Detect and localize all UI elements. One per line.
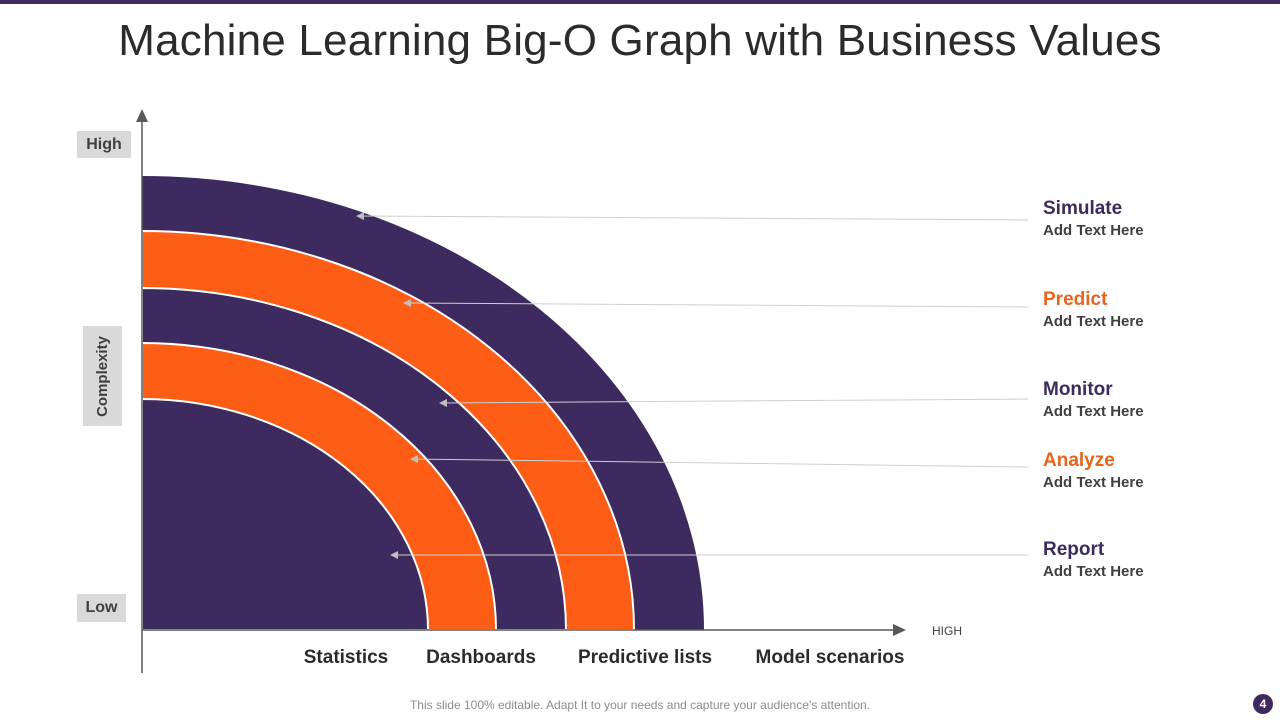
x-category-predictive-lists: Predictive lists	[577, 647, 713, 668]
leader-line-simulate	[356, 212, 1029, 221]
label-report: Report Add Text Here	[1043, 539, 1144, 580]
label-title: Analyze	[1043, 450, 1115, 471]
label-predict: Predict Add Text Here	[1043, 289, 1144, 330]
top-accent-bar	[0, 0, 1280, 4]
label-subtitle: Add Text Here	[1043, 563, 1144, 580]
x-category-dashboards: Dashboards	[426, 647, 536, 668]
x-category-statistics: Statistics	[303, 647, 389, 668]
leader-line-monitor	[439, 398, 1029, 407]
y-axis-low-label: Low	[77, 594, 126, 622]
label-monitor: Monitor Add Text Here	[1043, 379, 1144, 420]
label-title: Monitor	[1043, 379, 1113, 400]
page-number-badge: 4	[1253, 694, 1273, 714]
x-axis-high-label: HIGH	[932, 624, 962, 638]
label-subtitle: Add Text Here	[1043, 313, 1144, 330]
label-simulate: Simulate Add Text Here	[1043, 198, 1144, 239]
y-axis-title-box: Complexity	[83, 326, 122, 426]
x-axis-arrow-icon	[893, 624, 906, 636]
x-category-model-scenarios: Model scenarios	[755, 647, 905, 668]
leader-line-predict	[403, 299, 1029, 308]
label-title: Predict	[1043, 289, 1108, 310]
y-axis-high-label: High	[77, 131, 131, 158]
label-title: Report	[1043, 539, 1105, 560]
band-report	[141, 397, 430, 631]
label-subtitle: Add Text Here	[1043, 222, 1144, 239]
footer-note: This slide 100% editable. Adapt It to yo…	[409, 698, 871, 712]
y-axis-title: Complexity	[94, 335, 112, 417]
label-subtitle: Add Text Here	[1043, 474, 1144, 491]
leader-line-analyze	[410, 455, 1029, 468]
label-analyze: Analyze Add Text Here	[1043, 450, 1144, 491]
page-title: Machine Learning Big-O Graph with Busine…	[118, 16, 1162, 65]
y-axis-arrow-icon	[136, 109, 148, 122]
label-subtitle: Add Text Here	[1043, 403, 1144, 420]
label-title: Simulate	[1043, 198, 1123, 219]
